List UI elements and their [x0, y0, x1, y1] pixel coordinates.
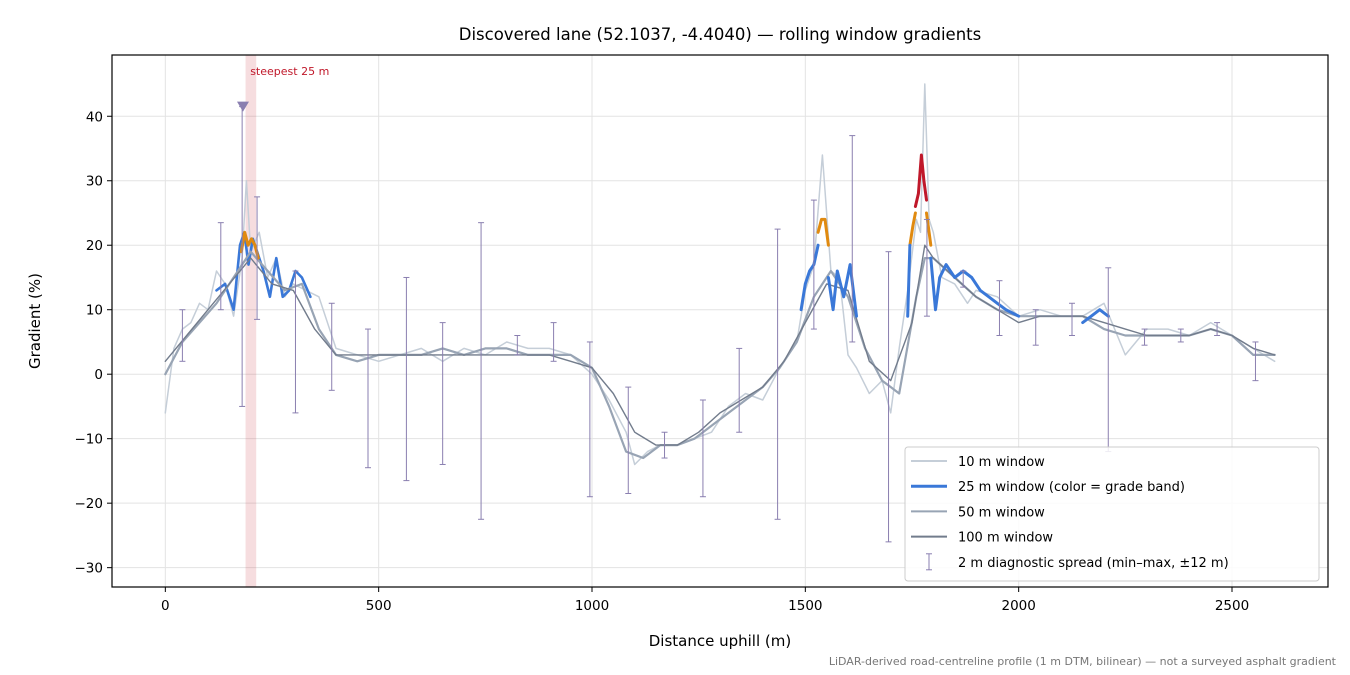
legend-label: 2 m diagnostic spread (min–max, ±12 m) [958, 556, 1229, 571]
x-tick-label: 0 [161, 598, 170, 614]
steepest-band [245, 55, 257, 587]
grade-band-segment [239, 230, 260, 260]
grade-band-segment [826, 263, 858, 318]
axis-ticks: 0 500 1000 1500 2000 2500 −30 −20 −10 0 10 20 30 40 [75, 109, 1250, 614]
legend-label: 50 m window [958, 505, 1045, 520]
series-100-m-window [164, 244, 1276, 446]
x-tick-label: 500 [366, 598, 392, 614]
legend-label: 100 m window [958, 531, 1053, 546]
x-axis-label: Distance uphill (m) [649, 632, 791, 650]
y-tick-label: 40 [86, 109, 103, 125]
y-tick-label: −20 [75, 496, 104, 512]
grade-band-segment [906, 243, 912, 318]
y-tick-label: 30 [86, 174, 103, 190]
grade-band-segment [799, 243, 820, 312]
y-tick-label: −10 [75, 432, 104, 448]
x-tick-label: 1000 [575, 598, 609, 614]
grade-band-segment [908, 211, 917, 247]
y-tick-label: −30 [75, 561, 104, 577]
legend-label: 25 m window (color = grade band) [958, 480, 1185, 495]
legend: 10 m window 25 m window (color = grade ba… [904, 446, 1320, 582]
grade-band-segment [929, 256, 1021, 318]
steepest-marker [236, 101, 249, 112]
y-tick-label: 20 [86, 238, 103, 254]
y-tick-label: 0 [94, 367, 103, 383]
grade-band-segment [816, 217, 830, 247]
grade-band-segment [913, 153, 928, 208]
x-tick-label: 2000 [1001, 598, 1035, 614]
legend-box [904, 446, 1320, 582]
steepest-highlight: steepest 25 m [245, 55, 329, 587]
y-axis-label: Gradient (%) [26, 273, 44, 369]
x-tick-label: 2500 [1215, 598, 1249, 614]
chart-title: Discovered lane (52.1037, -4.4040) — rol… [459, 25, 981, 44]
y-tick-label: 10 [86, 303, 103, 319]
grid-lines [112, 55, 1328, 587]
grade-band-segment [1081, 308, 1110, 325]
steepest-label: steepest 25 m [250, 65, 329, 78]
footnote: LiDAR-derived road-centreline profile (1… [829, 655, 1337, 668]
x-tick-label: 1500 [788, 598, 822, 614]
plot-frame [111, 54, 1329, 588]
legend-label: 10 m window [958, 455, 1045, 470]
error-bars [179, 101, 1259, 543]
series-layer [164, 83, 1276, 466]
